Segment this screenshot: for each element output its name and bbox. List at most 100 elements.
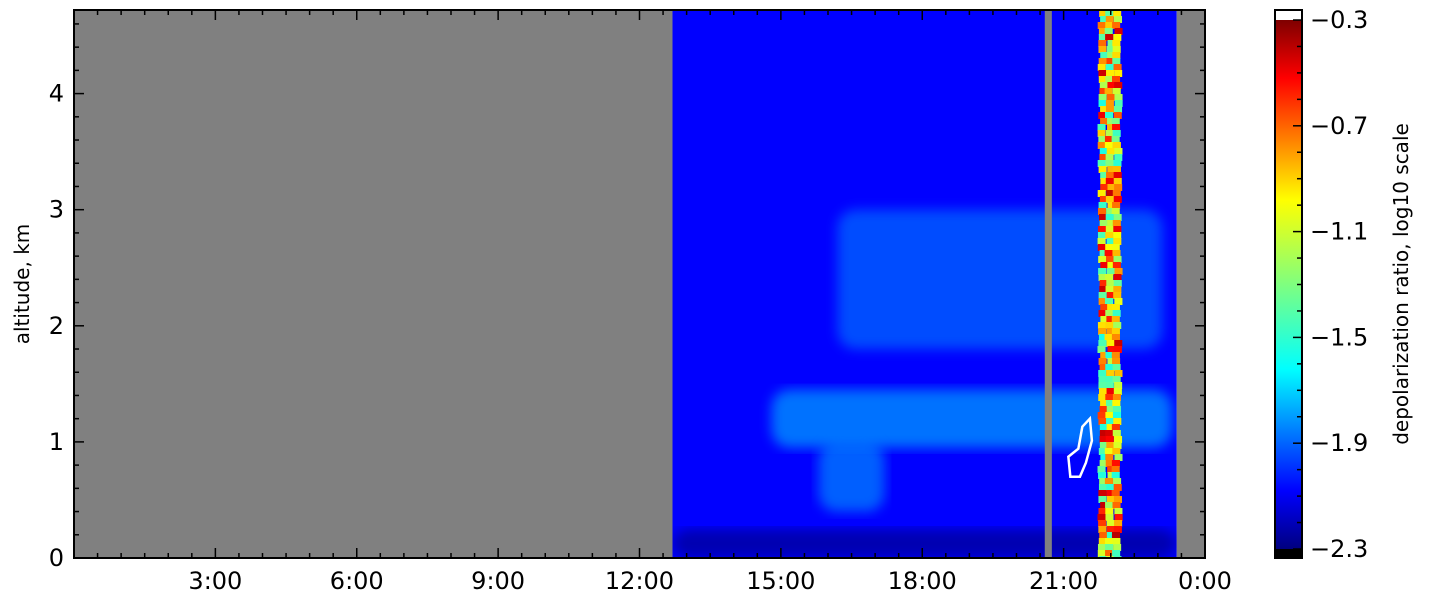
plot-area (74, 10, 1205, 558)
noisy-column-cell (1112, 124, 1121, 131)
noisy-column-cell (1113, 418, 1122, 425)
y-tick-label: 3 (49, 196, 64, 224)
colorbar-overflow-cap (1275, 10, 1302, 20)
noisy-column-cell (1105, 286, 1114, 293)
noisy-column-cell (1106, 424, 1115, 431)
noisy-column-cell (1111, 316, 1120, 323)
noisy-column-cell (1106, 532, 1115, 539)
colorbar: −0.3 −0.7 −1.1 −1.5 −1.9 −2.3 (1274, 6, 1368, 563)
noisy-column-cell (1112, 58, 1121, 65)
colorbar-tick-label: −1.1 (1310, 218, 1368, 246)
noisy-column-cell (1114, 508, 1123, 515)
noisy-column-cell (1097, 322, 1107, 329)
noisy-column-cell (1113, 436, 1123, 443)
noisy-column-cell (1098, 202, 1107, 209)
noisy-column-cell (1105, 412, 1114, 419)
noisy-column-cell (1112, 88, 1121, 95)
noisy-column-cell (1098, 268, 1107, 275)
noisy-column-cell (1106, 238, 1115, 245)
noisy-column-cell (1106, 256, 1115, 263)
noisy-column-cell (1113, 214, 1122, 221)
noisy-column-cell (1097, 64, 1106, 71)
noisy-column-cell (1113, 442, 1122, 449)
noisy-column-cell (1106, 526, 1115, 533)
noisy-column-cell (1111, 244, 1120, 251)
noisy-column-cell (1099, 406, 1108, 413)
noisy-column-cell (1104, 136, 1114, 143)
noisy-column-cell (1114, 70, 1123, 77)
contour-line (1067, 415, 1094, 478)
y-tick-label: 0 (49, 544, 64, 572)
aerosol-layer (818, 441, 885, 512)
colorbar-underflow-cap (1275, 549, 1302, 558)
noisy-column-cell (1106, 328, 1115, 335)
noisy-column-cell (1106, 406, 1115, 413)
y-tick-label: 2 (49, 312, 64, 340)
noisy-column-cell (1111, 208, 1120, 215)
noisy-column-cell (1105, 16, 1114, 23)
noisy-column-cell (1098, 538, 1107, 545)
no-data-region (74, 10, 673, 558)
y-tick-label: 1 (49, 428, 64, 456)
x-tick-label: 6:00 (330, 567, 384, 595)
x-tick-label: 3:00 (188, 567, 242, 595)
noisy-column-cell (1105, 430, 1114, 437)
noisy-column-cell (1105, 214, 1114, 221)
noisy-column-cell (1105, 178, 1114, 185)
noisy-column-cell (1112, 502, 1121, 509)
noisy-column-cell (1111, 424, 1120, 431)
noisy-column-cell (1098, 28, 1107, 35)
noisy-column-cell (1105, 10, 1114, 17)
noisy-column-cell (1113, 346, 1122, 353)
noisy-column-cell (1098, 58, 1107, 65)
noisy-column-cell (1105, 22, 1114, 29)
noisy-column-cell (1099, 220, 1108, 227)
aerosol-layer (771, 389, 1173, 448)
noisy-column-cell (1106, 442, 1115, 449)
noisy-column-cell (1114, 184, 1123, 191)
noisy-column-cell (1099, 148, 1108, 155)
no-data-region (1044, 10, 1052, 558)
noisy-column-cell (1104, 28, 1113, 35)
noisy-column-cell (1104, 142, 1113, 149)
noisy-column-cell (1098, 394, 1107, 401)
colorbar-tick-label: −1.9 (1310, 429, 1368, 457)
noisy-column-cell (1113, 256, 1122, 263)
noisy-column-cell (1106, 490, 1115, 497)
noisy-column-cell (1098, 370, 1107, 377)
noisy-column-cell (1111, 352, 1120, 359)
noisy-column-cell (1112, 166, 1121, 173)
noisy-column-cell (1113, 16, 1123, 23)
noisy-column-cell (1105, 232, 1114, 239)
noisy-column-cell (1100, 178, 1109, 185)
noisy-column-cell (1105, 106, 1115, 113)
noisy-column-cell (1100, 16, 1109, 23)
noisy-column-cell (1098, 526, 1107, 533)
noisy-column-cell (1113, 232, 1122, 239)
noisy-column-cell (1106, 316, 1115, 323)
noisy-column-cell (1105, 394, 1114, 401)
x-tick-label: 0:00 (1178, 567, 1232, 595)
noisy-column-cell (1097, 346, 1106, 353)
noisy-column-cell (1098, 94, 1107, 101)
noisy-column-cell (1113, 178, 1122, 185)
colorbar-tick-label: −0.3 (1310, 6, 1368, 34)
noisy-column-cell (1105, 34, 1114, 41)
noisy-column-cell (1105, 544, 1114, 551)
noisy-column-cell (1112, 40, 1121, 47)
noisy-column-cell (1099, 430, 1108, 437)
noisy-column-cell (1105, 502, 1114, 509)
noisy-column-cell (1106, 292, 1115, 299)
noisy-column-cell (1107, 466, 1116, 473)
noisy-column-cell (1106, 340, 1115, 347)
noisy-column-cell (1098, 136, 1107, 143)
noisy-column-cell (1111, 460, 1120, 467)
noisy-column-cell (1107, 166, 1116, 173)
noisy-column-cell (1104, 376, 1114, 383)
noisy-column-cell (1114, 382, 1123, 389)
noisy-column-cell (1099, 82, 1108, 89)
noisy-column-cell (1105, 508, 1114, 515)
noisy-column-cell (1112, 364, 1121, 371)
noisy-column-cell (1106, 388, 1115, 395)
noisy-column-cell (1114, 340, 1123, 347)
